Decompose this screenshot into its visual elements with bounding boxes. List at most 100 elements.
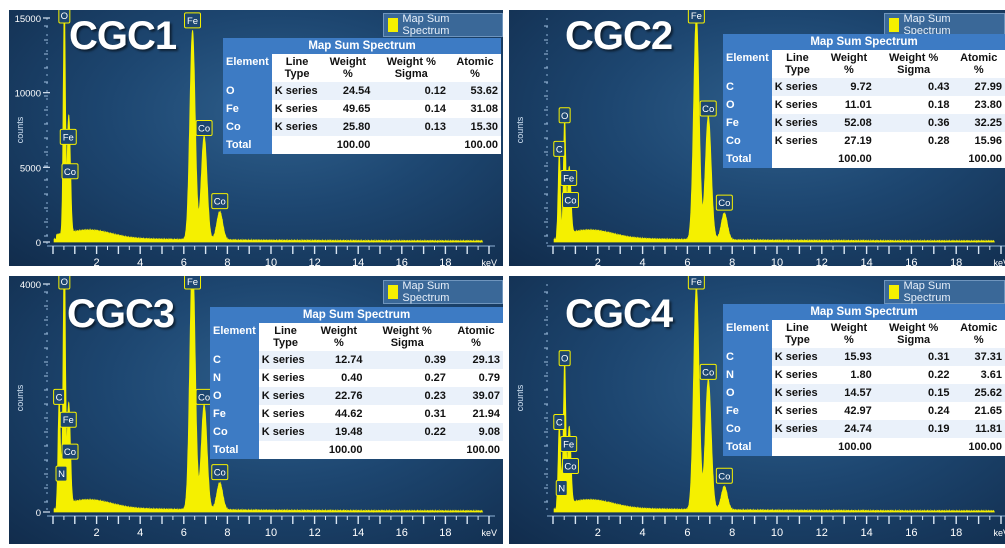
table-row: Co K series 27.19 0.28 15.96 [723,132,1005,150]
value-cell: 15.96 [952,132,1005,150]
value-cell: 12.74 [312,351,366,369]
svg-text:Co: Co [198,392,210,403]
value-cell: 21.94 [448,405,503,423]
svg-text:C: C [56,392,63,403]
x-tick-label: 18 [439,257,451,266]
value-cell: 0.13 [373,118,449,136]
value-cell: 0.27 [365,369,449,387]
spectrum-panel-cgc1: 2 4 6 8 10 12 14 16 18 keV 15000 10000 5000 0 counts O F… [9,10,503,266]
svg-text:Co: Co [718,198,730,209]
spectrum-panel-cgc2: 24681012141618keVcountsCOFeCoFeCoCoCGC2M… [509,10,1005,266]
peak-label: Co [561,191,579,208]
value-cell: 0.22 [365,423,449,441]
x-tick-label: 10 [771,527,783,539]
value-cell: K series [771,366,824,384]
sample-label: CGC2 [565,14,673,58]
table-header-cell: Element [723,320,772,348]
value-cell: 52.08 [823,114,875,132]
legend-label: Map Sum Spectrum [903,280,951,304]
svg-text:N: N [558,483,565,494]
peak-label: Co [715,467,733,484]
legend-swatch [889,285,900,299]
element-cell: Co [723,132,772,150]
element-cell: O [223,82,272,100]
peak-label: Co [211,193,229,210]
value-cell [874,150,953,168]
svg-text:Fe: Fe [691,11,702,22]
svg-text:O: O [561,354,568,365]
svg-text:Co: Co [214,468,226,479]
composition-table: Map Sum Spectrum Element Line Type Weight %… [210,307,503,459]
peak-label: Fe [560,169,578,186]
value-cell: 24.74 [823,420,875,438]
table-header-cell: Weight % Sigma [874,320,953,348]
value-cell: 0.15 [874,384,953,402]
spectrum-series [553,285,995,514]
x-axis-label: keV [993,258,1005,266]
peak-label: Fe [184,12,202,29]
table-title: Map Sum Spectrum [723,304,1005,320]
value-cell: 0.43 [874,78,953,96]
peak-label: Co [561,457,579,474]
legend-swatch [889,18,900,32]
table-header-cell: Weight % Sigma [373,54,449,82]
value-cell: 0.40 [312,369,366,387]
x-tick-label: 18 [950,257,962,266]
peak-label: O [58,10,71,24]
legend-swatch [388,18,399,32]
element-cell: Total [210,441,259,459]
value-cell: 11.01 [823,96,875,114]
element-cell: Total [223,136,272,154]
value-cell: 0.14 [373,100,449,118]
table-header-cell: Weight % [823,320,875,348]
value-cell: 0.22 [874,366,953,384]
y-tick-label: 5000 [20,163,41,174]
legend-label: Map Sum Spectrum [402,280,450,304]
peak-label: Fe [687,276,705,290]
y-tick-label: 4000 [20,280,41,291]
value-cell: 19.48 [312,423,366,441]
peak-label: Fe [184,276,202,290]
value-cell: 3.61 [952,366,1005,384]
value-cell [271,136,323,154]
value-cell [771,438,824,456]
element-cell: Co [223,118,272,136]
legend: Map Sum Spectrum [383,13,503,37]
value-cell: K series [771,132,824,150]
table-row: Co K series 25.80 0.13 15.30 [223,118,501,136]
value-cell: 25.62 [952,384,1005,402]
value-cell: 15.93 [823,348,875,366]
peak-label: Fe [59,411,77,428]
composition-table: Map Sum Spectrum Element Line Type Weight %… [723,34,1005,168]
value-cell: 39.07 [448,387,503,405]
value-cell: 9.08 [448,423,503,441]
value-cell: 49.65 [322,100,374,118]
peak-label: C [53,388,66,405]
svg-text:Fe: Fe [187,277,198,288]
peak-label: Co [699,100,717,117]
legend: Map Sum Spectrum [884,280,1005,304]
element-cell: C [723,78,772,96]
table-row: Total 100.00 100.00 [210,441,503,459]
value-cell: 0.23 [365,387,449,405]
table-title: Map Sum Spectrum [223,38,501,54]
svg-text:Co: Co [64,447,76,458]
composition-table: Map Sum Spectrum Element Line Type Weight %… [723,304,1005,456]
value-cell: 1.80 [823,366,875,384]
peak-label: Co [211,464,229,481]
peak-label: Co [715,194,733,211]
value-cell: 21.65 [952,402,1005,420]
value-cell: 24.54 [322,82,374,100]
sample-label: CGC4 [565,292,673,336]
spectrum-panel-cgc4: 24681012141618keVcountsOCFeCoNFeCoCoCGC4… [509,276,1005,544]
value-cell: K series [771,348,824,366]
x-tick-label: 4 [137,527,143,539]
spectrum-svg: 2 4 6 8 10 12 14 16 18 keV150001000050000countsOF… [15,10,497,266]
svg-text:O: O [61,11,68,22]
spectrum-series [553,14,995,244]
composition-table: Map Sum Spectrum Element Line Type Weight %… [223,38,501,154]
value-cell: K series [258,351,313,369]
